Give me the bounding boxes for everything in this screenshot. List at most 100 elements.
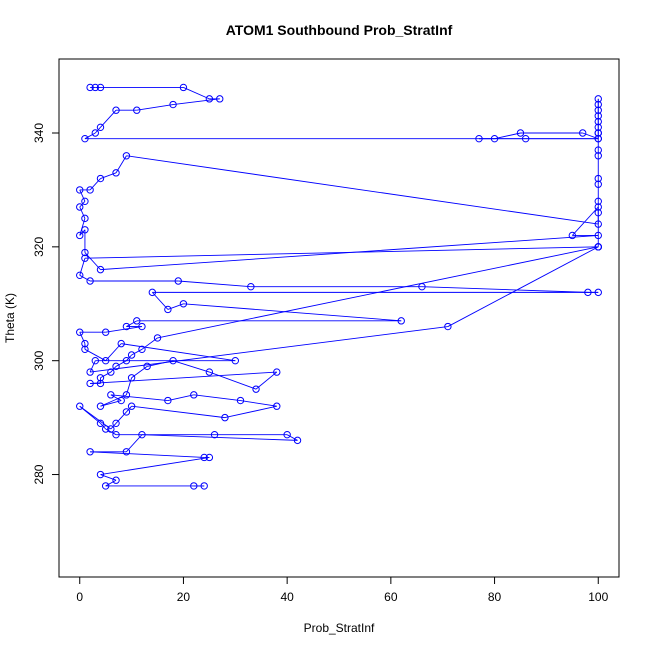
series-0-point [127, 351, 136, 359]
y-tick-label: 300 [32, 350, 46, 370]
series-0-segment [126, 155, 599, 225]
series-0-point [127, 374, 136, 382]
series-0-point [594, 117, 602, 126]
series-0-segment [167, 394, 194, 401]
series-0-point [81, 248, 89, 257]
series-0-point [247, 282, 255, 291]
series-0-point [210, 430, 219, 439]
series-0-segment [183, 87, 210, 100]
series-0-point [444, 322, 452, 331]
series-0-point [122, 356, 131, 365]
series-0-segment [100, 457, 210, 475]
series-0-point [252, 385, 260, 393]
series-0-point [594, 197, 602, 206]
series-0-segment [209, 371, 257, 390]
series-0-point [86, 368, 94, 376]
series-0-point [112, 476, 120, 484]
series-0-segment [126, 434, 143, 453]
series-0-segment [183, 303, 402, 322]
series-0-point [169, 356, 177, 365]
series-0-segment [79, 189, 86, 202]
x-tick-label: 20 [177, 590, 191, 604]
series-0-segment [115, 411, 127, 424]
series-0-point [584, 288, 592, 297]
series-0-point [568, 231, 577, 240]
y-axis-label: Theta (K) [3, 293, 17, 343]
series-0-point [594, 174, 602, 183]
series-0-segment [89, 360, 96, 373]
series-0-point [594, 208, 602, 217]
series-0-point [76, 271, 84, 280]
series-0-segment [240, 400, 277, 407]
series-0-point [81, 214, 89, 223]
series-0-point [200, 453, 208, 462]
series-0-point [293, 436, 302, 445]
series-0-point [164, 305, 172, 314]
series-0-point [205, 95, 214, 103]
series-0-point [594, 288, 602, 297]
series-0-segment [126, 354, 132, 361]
series-0-segment [136, 104, 174, 111]
series-0-point [205, 453, 214, 462]
y-tick-label: 320 [32, 237, 46, 257]
series-0-segment [105, 343, 122, 361]
series-0-point [490, 134, 499, 143]
series-0-point [164, 396, 172, 405]
series-0-point [190, 391, 198, 399]
series-0-segment [494, 132, 521, 140]
series-0-point [153, 334, 162, 342]
series-0-point [216, 95, 224, 103]
series-0-point [594, 152, 602, 160]
series-0-segment [84, 246, 599, 259]
series-0-point [101, 328, 110, 336]
series-0-point [81, 339, 89, 348]
series-0-point [190, 482, 198, 490]
series-0-segment [224, 405, 277, 419]
series-0-segment [151, 292, 169, 310]
series-0-segment [157, 246, 599, 339]
series-0-point [86, 277, 94, 285]
series-0-point [96, 374, 105, 382]
x-axis-label: Prob_StratInf [304, 621, 375, 635]
series-0-point [122, 448, 131, 456]
series-0-point [96, 419, 105, 428]
series-0-point [112, 169, 120, 177]
series-0-point [594, 95, 602, 103]
series-0-segment [167, 303, 184, 310]
series-0-segment [255, 371, 278, 390]
series-0-point [107, 368, 115, 376]
series-0-segment [100, 109, 117, 128]
series-0-segment [84, 132, 96, 140]
series-0-point [122, 408, 131, 416]
series-0-point [101, 482, 110, 490]
series-0-point [101, 425, 110, 433]
series-0-segment [571, 206, 599, 236]
series-0-point [169, 100, 177, 109]
series-0-segment [147, 360, 174, 367]
series-0-point [516, 129, 525, 137]
series-0-segment [110, 394, 168, 401]
series-0-segment [105, 326, 143, 333]
series-0-point [179, 300, 188, 308]
series-0-point [133, 106, 141, 114]
series-0-point [138, 322, 146, 331]
series-0-point [81, 226, 89, 234]
series-0-segment [79, 201, 86, 208]
series-0-point [283, 430, 291, 439]
x-tick-label: 80 [488, 590, 502, 604]
series-0-segment [141, 434, 298, 441]
x-tick-label: 100 [588, 590, 608, 604]
series-0-segment [100, 371, 112, 379]
x-tick-label: 40 [280, 590, 294, 604]
x-axis: 0 20 40 60 80 100 [76, 576, 609, 604]
series-0-point [76, 402, 84, 410]
series-0-point [112, 430, 120, 439]
x-tick-label: 0 [76, 590, 83, 604]
series-0-segment [110, 423, 117, 430]
series-0-point [148, 288, 157, 297]
series-0-point [127, 402, 136, 410]
series-0-point [76, 203, 84, 211]
series-0-point [117, 396, 125, 405]
series-0-point [96, 83, 105, 92]
